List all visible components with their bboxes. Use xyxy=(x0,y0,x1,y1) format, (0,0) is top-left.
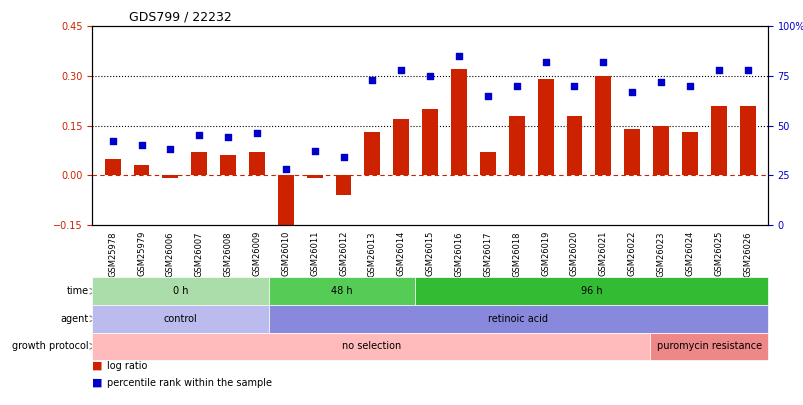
Bar xyxy=(739,106,755,175)
Point xyxy=(365,77,378,83)
Point xyxy=(596,59,609,65)
Bar xyxy=(595,76,610,175)
Text: puromycin resistance: puromycin resistance xyxy=(656,341,760,351)
Bar xyxy=(652,126,668,175)
Bar xyxy=(191,152,207,175)
Bar xyxy=(393,119,409,175)
Text: no selection: no selection xyxy=(341,341,401,351)
Bar xyxy=(278,175,293,241)
Bar xyxy=(335,175,351,195)
Bar xyxy=(422,109,438,175)
Point xyxy=(539,59,552,65)
Bar xyxy=(479,152,495,175)
Bar xyxy=(162,175,178,179)
Text: agent: agent xyxy=(60,314,88,324)
Text: ■: ■ xyxy=(92,378,103,388)
Point xyxy=(336,154,349,160)
Bar xyxy=(710,106,726,175)
Point xyxy=(510,83,523,89)
Point xyxy=(452,53,465,59)
Text: 48 h: 48 h xyxy=(331,286,353,296)
Text: 96 h: 96 h xyxy=(580,286,601,296)
Point xyxy=(481,92,494,99)
Bar xyxy=(133,165,149,175)
Bar xyxy=(681,132,697,175)
Bar xyxy=(249,152,264,175)
Text: percentile rank within the sample: percentile rank within the sample xyxy=(107,378,271,388)
Point xyxy=(683,83,695,89)
Bar xyxy=(104,159,120,175)
Point xyxy=(394,67,407,73)
Point xyxy=(193,132,206,139)
Point xyxy=(106,138,119,145)
Text: time: time xyxy=(66,286,88,296)
Bar xyxy=(307,175,322,179)
Bar xyxy=(364,132,380,175)
Point xyxy=(222,134,234,141)
Point xyxy=(625,89,638,95)
Point xyxy=(711,67,724,73)
Text: ■: ■ xyxy=(92,361,103,371)
Text: retinoic acid: retinoic acid xyxy=(487,314,548,324)
Bar xyxy=(623,129,639,175)
Point xyxy=(308,148,320,155)
Text: log ratio: log ratio xyxy=(107,361,147,371)
Bar xyxy=(537,79,552,175)
Text: GDS799 / 22232: GDS799 / 22232 xyxy=(128,10,231,23)
Point xyxy=(567,83,580,89)
Point xyxy=(135,142,148,149)
Point xyxy=(423,73,436,79)
Bar xyxy=(220,155,236,175)
Point xyxy=(279,166,292,173)
Point xyxy=(740,67,753,73)
Point xyxy=(164,146,177,153)
Bar xyxy=(450,69,467,175)
Text: control: control xyxy=(164,314,198,324)
Point xyxy=(654,79,666,85)
Point xyxy=(251,130,263,137)
Bar xyxy=(566,116,581,175)
Text: 0 h: 0 h xyxy=(173,286,188,296)
Text: growth protocol: growth protocol xyxy=(12,341,88,351)
Bar xyxy=(508,116,524,175)
